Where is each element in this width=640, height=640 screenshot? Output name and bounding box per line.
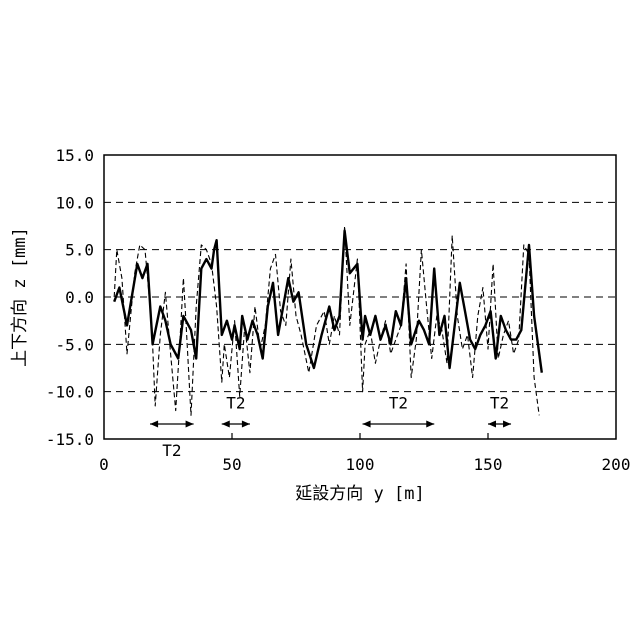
y-axis-title: 上下方向 z [mm] (10, 227, 30, 367)
y-tick-labels: 15.0 10.0 5.0 0.0 -5.0 -10.0 -15.0 (46, 146, 94, 449)
span-label: T2 (389, 394, 408, 413)
x-axis-title: 延設方向 y [m] (295, 484, 424, 504)
x-tick-label: 50 (222, 455, 241, 474)
y-tick-label: -10.0 (46, 383, 94, 402)
x-tick-label: 150 (474, 455, 503, 474)
annotation-layer: T2 T2 T2 T2 (150, 394, 511, 460)
y-tick-label: 15.0 (55, 146, 94, 165)
span-arrowhead-right (426, 421, 434, 428)
span-label: T2 (490, 394, 509, 413)
series-line-solid (114, 231, 542, 373)
y-tick-label: 5.0 (65, 241, 94, 260)
span-label: T2 (226, 394, 245, 413)
y-tick-label: 10.0 (55, 193, 94, 212)
span-arrowhead-right (186, 421, 194, 428)
x-tick-label: 0 (99, 455, 109, 474)
series-layer (114, 226, 542, 415)
span-arrowhead-right (242, 421, 250, 428)
y-tick-label: -15.0 (46, 430, 94, 449)
x-tick-label: 100 (346, 455, 375, 474)
span-label: T2 (162, 441, 181, 460)
y-tick-label: -5.0 (55, 335, 94, 354)
span-arrowhead-left (222, 421, 230, 428)
span-arrowhead-left (363, 421, 371, 428)
y-tick-label: 0.0 (65, 288, 94, 307)
x-tick-label: 200 (602, 455, 631, 474)
span-arrowhead-right (503, 421, 511, 428)
span-arrowhead-left (488, 421, 496, 428)
span-arrowhead-left (150, 421, 158, 428)
